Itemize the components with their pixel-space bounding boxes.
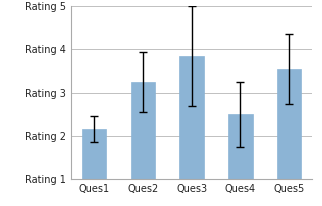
Bar — [179, 56, 204, 179]
Bar — [228, 114, 252, 179]
Bar — [82, 130, 106, 179]
Bar — [131, 82, 155, 179]
Bar — [277, 69, 301, 179]
